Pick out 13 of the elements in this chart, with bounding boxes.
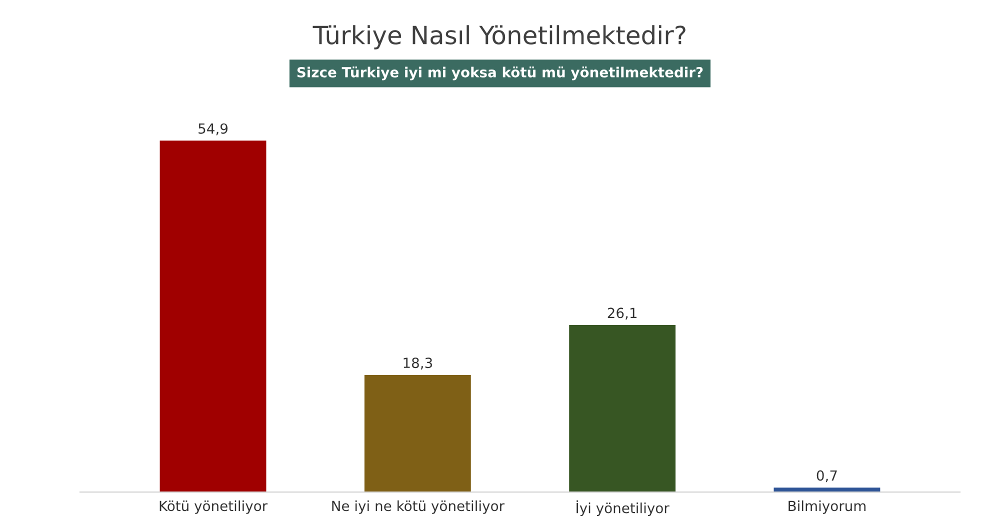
data-label: 0,7 [816, 470, 837, 482]
bar [364, 374, 471, 492]
data-label: 54,9 [198, 123, 228, 136]
chart-subtitle: Sizce Türkiye iyi mi yoksa kötü mü yönetilmektedir? [297, 66, 703, 80]
chart-title: Türkiye Nasıl Yönetilmektedir? [312, 25, 686, 50]
bar [160, 140, 266, 492]
x-tick-label: Kötü yönetiliyor [160, 500, 268, 514]
bar [569, 325, 676, 492]
x-tick-label: Ne iyi ne kötü yönetiliyor [332, 500, 505, 514]
data-label: 26,1 [608, 308, 637, 320]
data-label: 18,3 [404, 358, 432, 370]
x-tick-label: İyi yönetiliyor [576, 500, 670, 516]
x-tick-label: Bilmiyorum [788, 500, 866, 514]
